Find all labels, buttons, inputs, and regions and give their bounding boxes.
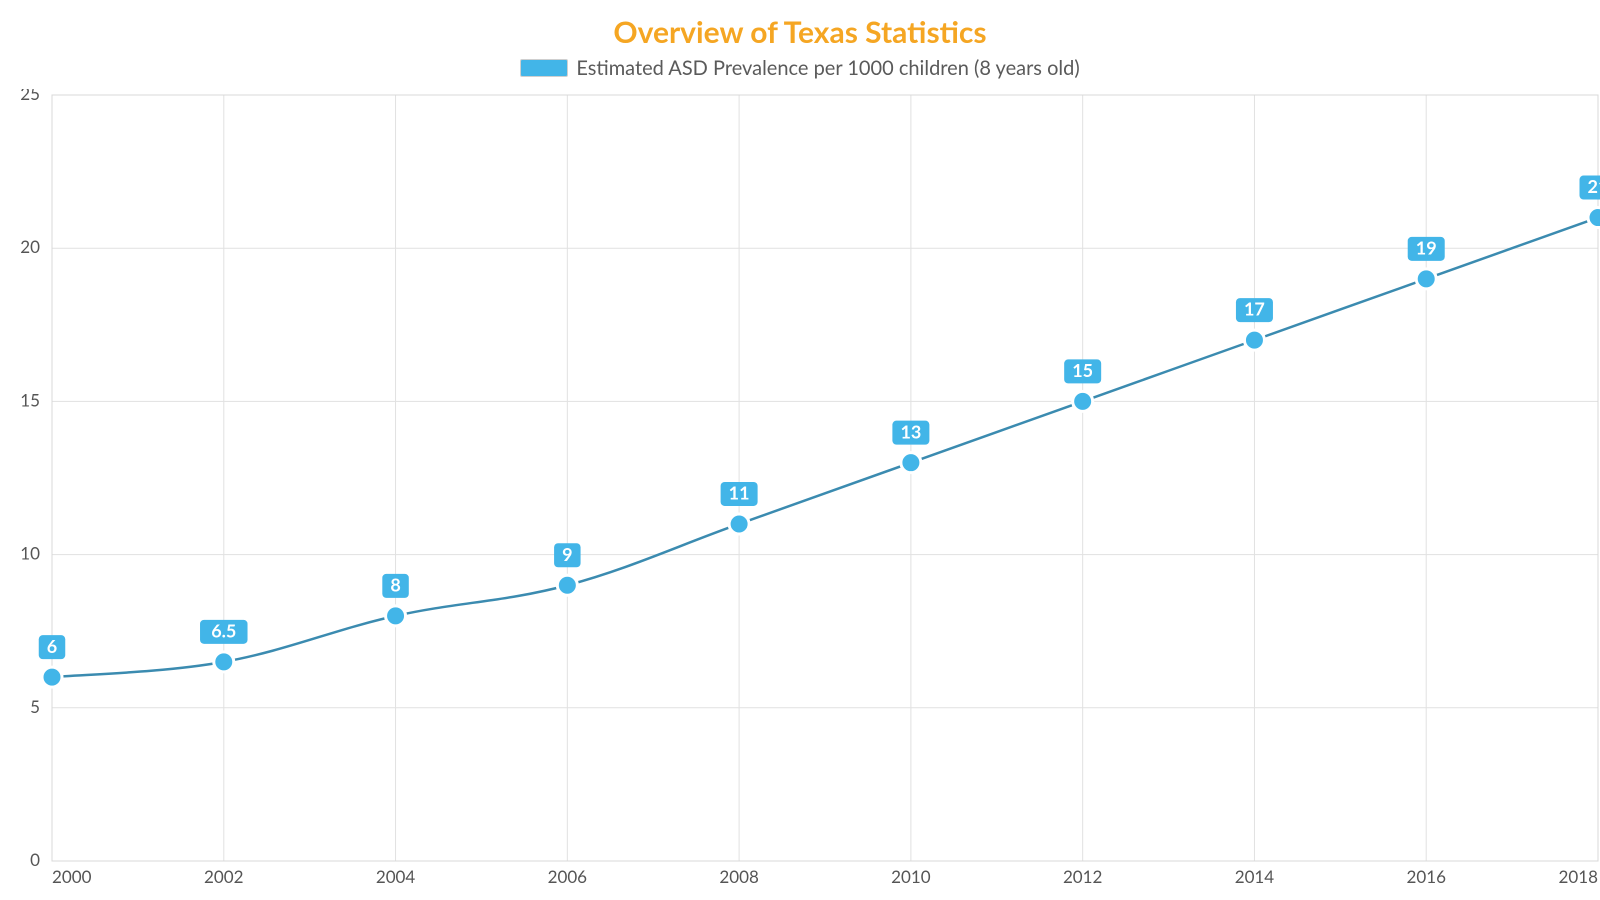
- legend-label: Estimated ASD Prevalence per 1000 childr…: [576, 56, 1079, 80]
- line-chart-svg: 0 5 10 15 20 25 2000 2002 2004 2006 2008 2010 2012 20…: [0, 89, 1600, 897]
- chart-title: Overview of Texas Statistics: [0, 0, 1600, 56]
- data-label-text: 17: [1244, 298, 1265, 320]
- data-label-text: 9: [562, 543, 572, 565]
- y-axis-tick-label: 0: [30, 849, 40, 870]
- x-axis-tick-label: 2002: [204, 866, 243, 887]
- data-label-text: 15: [1072, 359, 1093, 381]
- y-axis-tick-label: 10: [20, 543, 40, 564]
- data-label-text: 13: [900, 420, 921, 442]
- y-axis-tick-label: 5: [30, 696, 40, 717]
- data-label-text: 8: [390, 573, 400, 595]
- legend-swatch: [520, 59, 568, 77]
- x-axis-tick-label: 2010: [891, 866, 931, 887]
- y-axis-tick-label: 15: [20, 389, 40, 410]
- x-axis-tick-label: 2004: [376, 866, 416, 887]
- x-axis-tick-label: 2008: [719, 866, 759, 887]
- chart-legend: Estimated ASD Prevalence per 1000 childr…: [0, 56, 1600, 89]
- data-point: [901, 453, 921, 473]
- x-axis-tick-label: 2012: [1063, 866, 1102, 887]
- data-label-text: 6.5: [211, 619, 236, 641]
- data-point: [1588, 208, 1600, 228]
- data-point: [1073, 391, 1093, 411]
- x-axis-tick-label: 2000: [52, 866, 92, 887]
- data-point: [557, 575, 577, 595]
- data-label-text: 19: [1416, 236, 1437, 258]
- x-axis-tick-label: 2006: [548, 866, 588, 887]
- data-point: [42, 667, 62, 687]
- data-point: [1244, 330, 1264, 350]
- data-label-text: 6: [47, 635, 57, 657]
- legend-item: Estimated ASD Prevalence per 1000 childr…: [520, 56, 1079, 80]
- y-axis-tick-label: 25: [20, 89, 40, 104]
- data-label-text: 11: [729, 482, 750, 504]
- chart-container: Overview of Texas Statistics Estimated A…: [0, 0, 1600, 900]
- x-axis-tick-label: 2018: [1559, 866, 1599, 887]
- y-axis-tick-label: 20: [20, 236, 40, 257]
- x-axis-tick-label: 2014: [1235, 866, 1275, 887]
- data-point: [386, 606, 406, 626]
- data-line: [52, 218, 1598, 678]
- data-label-text: 21: [1588, 175, 1600, 197]
- data-point: [214, 652, 234, 672]
- x-axis-tick-label: 2016: [1406, 866, 1446, 887]
- plot-border: [52, 95, 1598, 861]
- data-point: [729, 514, 749, 534]
- data-point: [1416, 269, 1436, 289]
